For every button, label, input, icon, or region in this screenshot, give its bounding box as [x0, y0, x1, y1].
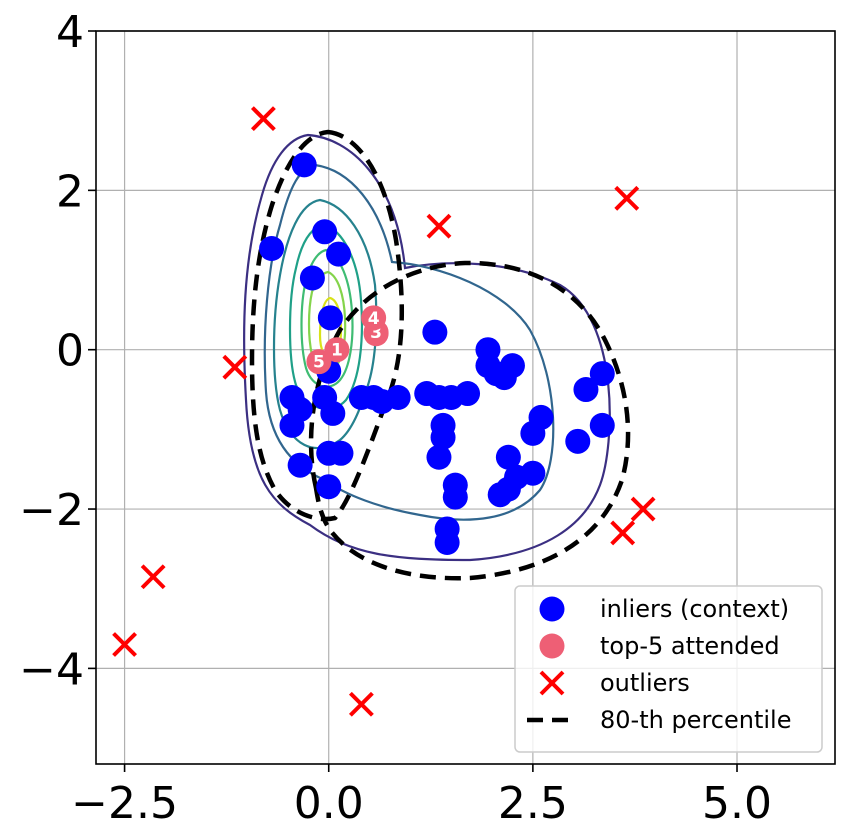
outlier-stroke-b — [614, 185, 640, 211]
attended-rank-label-3: 3 — [370, 323, 382, 343]
outlier-point-4 — [630, 496, 656, 522]
attended-rank-label-5: 5 — [313, 353, 325, 373]
attended-point-5 — [306, 349, 332, 375]
inlier-point-42 — [528, 404, 554, 430]
outlier-point-5 — [610, 520, 636, 546]
outlier-stroke-b — [426, 213, 452, 239]
outlier-stroke-b — [140, 564, 166, 590]
inlier-point-18 — [385, 385, 411, 410]
inlier-point-47 — [589, 412, 615, 438]
percentile-contours — [249, 129, 631, 581]
y-tick-label-0: 4 — [56, 7, 84, 58]
inlier-point-31 — [455, 381, 481, 407]
outlier-stroke-b — [630, 496, 656, 522]
inlier-point-9 — [279, 412, 305, 438]
inlier-point-10 — [287, 452, 313, 478]
inlier-point-30 — [422, 319, 448, 345]
attended-rank-label-4: 4 — [368, 309, 380, 329]
inlier-point-27 — [442, 484, 468, 510]
inlier-point-5 — [317, 305, 343, 331]
outlier-point-1 — [426, 213, 452, 239]
inlier-point-36 — [499, 353, 525, 379]
outlier-stroke-b — [112, 632, 137, 657]
inlier-point-19 — [316, 474, 342, 500]
legend-box — [514, 585, 823, 753]
x-tick-label-1: 0.0 — [294, 778, 364, 829]
legend-label-outliers: outliers — [600, 669, 690, 697]
outlier-point-8 — [348, 691, 374, 717]
density-contours — [243, 133, 611, 562]
outlier-point-2 — [614, 185, 640, 211]
inlier-point-12 — [320, 400, 346, 426]
inlier-point-45 — [573, 377, 599, 403]
inlier-point-37 — [495, 444, 521, 470]
attended-rank-label-1: 1 — [331, 341, 343, 361]
legend-label-percentile: 80-th percentile — [600, 706, 791, 734]
inlier-point-0 — [291, 152, 317, 178]
percentile-contour-left — [249, 129, 404, 522]
legend-entry-outliers: outliers — [539, 669, 690, 697]
x-tick-label-2: 2.5 — [498, 778, 568, 829]
inlier-point-14 — [328, 440, 354, 466]
attended-series: 12345 — [306, 305, 389, 375]
legend-entry-percentile: 80-th percentile — [527, 706, 791, 734]
percentile-contour-right — [308, 260, 631, 581]
inlier-point-44 — [565, 428, 591, 454]
legend-label-inliers: inliers (context) — [600, 595, 789, 623]
inlier-point-43 — [520, 460, 546, 486]
outlier-point-7 — [112, 632, 137, 657]
inlier-point-46 — [589, 361, 615, 387]
inlier-point-3 — [312, 219, 338, 245]
y-tick-label-1: 2 — [56, 166, 84, 217]
inlier-point-40 — [487, 482, 513, 508]
legend-marker-outliers-b — [539, 670, 565, 696]
outlier-point-3 — [222, 354, 248, 380]
inlier-point-2 — [299, 265, 325, 291]
outlier-stroke-b — [610, 520, 636, 546]
inlier-point-4 — [326, 241, 352, 267]
legend-marker-inliers — [539, 596, 565, 622]
attended-point-1 — [324, 337, 350, 363]
legend-marker-attended — [539, 633, 565, 659]
outlier-stroke-b — [250, 106, 276, 132]
y-tick-label-2: 0 — [56, 326, 84, 377]
density-contour-3 — [272, 198, 378, 450]
outliers-series — [112, 106, 656, 717]
density-contour-1 — [243, 133, 611, 562]
y-tick-label-3: −2 — [19, 485, 84, 536]
plot-frame — [95, 30, 836, 765]
y-tick-label-4: −4 — [19, 644, 84, 695]
inlier-point-24 — [430, 424, 456, 450]
inlier-point-29 — [434, 530, 460, 556]
inlier-point-1 — [259, 236, 285, 262]
outlier-point-0 — [250, 106, 276, 132]
axis-ticks: −2.5 0.0 2.5 5.0 4 2 0 −2 −4 — [19, 7, 772, 829]
inliers-series — [259, 152, 615, 556]
x-tick-label-3: 5.0 — [702, 778, 772, 829]
x-tick-label-0: −2.5 — [71, 778, 178, 829]
legend-entry-attended: top-5 attended — [539, 632, 780, 660]
outlier-point-6 — [140, 564, 166, 590]
inlier-point-25 — [426, 444, 452, 470]
legend-label-attended: top-5 attended — [600, 632, 780, 660]
legend-entry-inliers: inliers (context) — [539, 595, 789, 623]
attended-point-4 — [361, 305, 387, 331]
outlier-stroke-b — [222, 354, 248, 380]
outlier-stroke-b — [348, 691, 374, 717]
legend: inliers (context) top-5 attended outliers 8… — [514, 585, 823, 753]
